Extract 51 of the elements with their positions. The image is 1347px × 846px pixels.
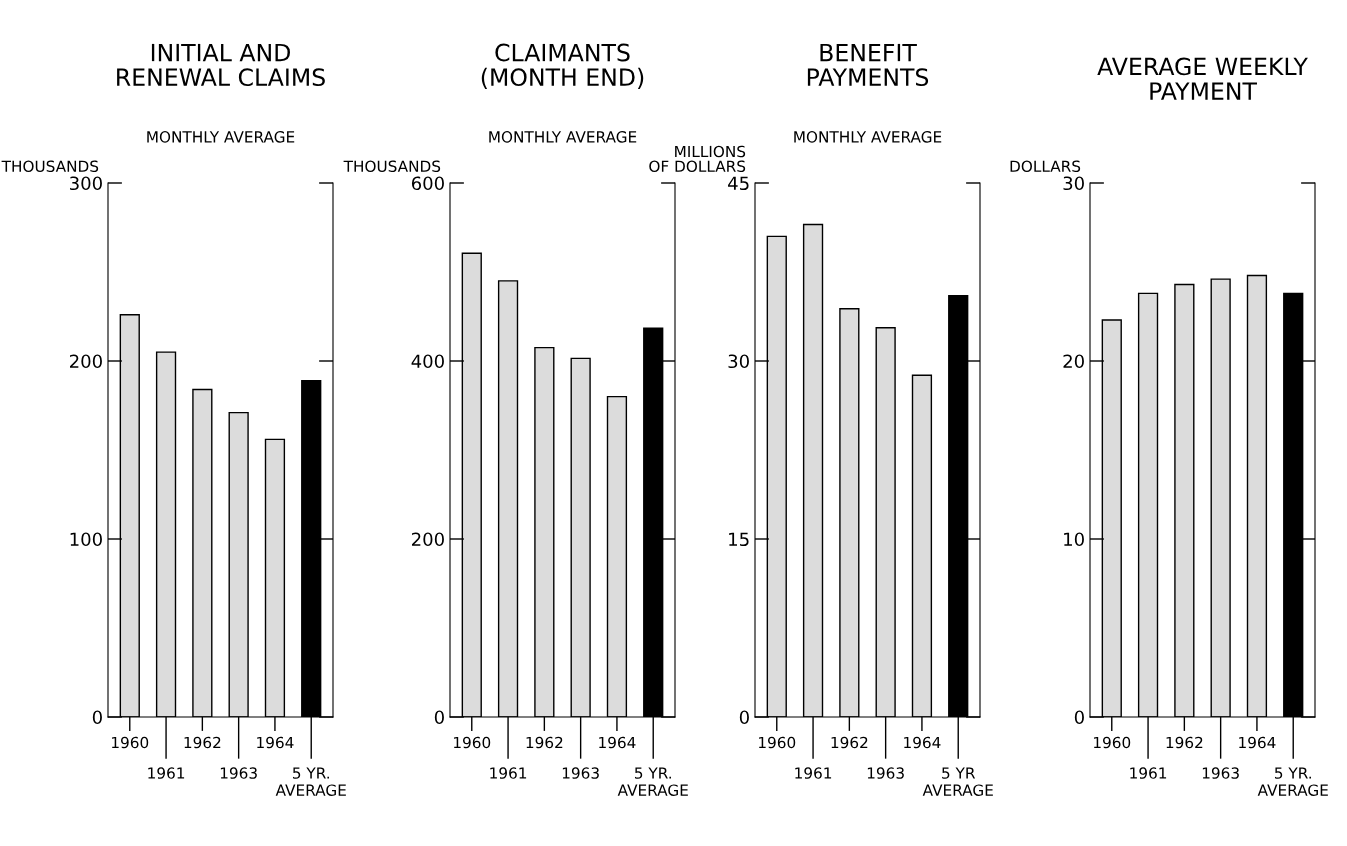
- chart-title: BENEFIT PAYMENTS: [807, 43, 929, 87]
- y-tick-label: 100: [70, 532, 102, 547]
- x-tick-label: 1964: [599, 736, 636, 749]
- y-tick-label: 0: [434, 710, 444, 725]
- x-tick-label: 1961: [490, 767, 527, 779]
- y-tick-label: 45: [728, 176, 749, 191]
- x-tick-label: 1964: [257, 736, 294, 749]
- y-tick-label: 400: [411, 354, 444, 369]
- y-axis-title: THOUSANDS: [343, 160, 441, 173]
- x-tick-label: 1964: [1239, 736, 1276, 749]
- y-tick-label: 0: [1074, 710, 1084, 725]
- x-tick-label: 5 YR. AVERAGE: [275, 767, 346, 796]
- y-tick-label: 200: [412, 532, 444, 547]
- x-tick-label: 1960: [759, 736, 796, 749]
- chart-subtitle: MONTHLY AVERAGE: [489, 131, 637, 143]
- y-tick-label: 10: [1064, 532, 1084, 547]
- y-axis-title: MILLIONS OF DOLLARS: [649, 145, 746, 173]
- x-tick-label: 1962: [184, 736, 221, 749]
- y-tick-label: 15: [729, 532, 749, 547]
- y-tick-label: 30: [728, 354, 749, 369]
- chart-subtitle: MONTHLY AVERAGE: [147, 131, 295, 143]
- x-tick-label: 1964: [904, 736, 941, 749]
- x-tick-label: 1962: [1166, 736, 1203, 749]
- x-tick-label: 5 YR. AVERAGE: [617, 767, 688, 796]
- chart-title: INITIAL AND RENEWAL CLAIMS: [117, 43, 325, 87]
- y-tick-label: 300: [70, 176, 102, 191]
- y-tick-label: 30: [1063, 176, 1084, 191]
- chart-title: AVERAGE WEEKLY PAYMENT: [1097, 57, 1308, 100]
- x-tick-label: 1963: [867, 767, 904, 779]
- y-tick-label: 0: [92, 710, 102, 725]
- y-tick-label: 0: [739, 710, 749, 725]
- chart-subtitle: MONTHLY AVERAGE: [794, 131, 942, 143]
- x-tick-label: 5 YR. AVERAGE: [1257, 767, 1328, 796]
- x-tick-label: 1960: [454, 736, 491, 749]
- y-axis-title: THOUSANDS: [1, 160, 99, 173]
- x-tick-label: 1962: [831, 736, 868, 749]
- x-tick-label: 1962: [526, 736, 563, 749]
- x-tick-label: 1963: [562, 767, 599, 779]
- x-tick-label: 1963: [1202, 767, 1239, 779]
- x-tick-label: 1963: [220, 767, 257, 779]
- chart-title: CLAIMANTS (MONTH END): [481, 43, 644, 89]
- x-tick-label: 1961: [1130, 767, 1167, 779]
- y-axis-title: DOLLARS: [1010, 160, 1081, 173]
- y-tick-label: 200: [70, 354, 102, 369]
- x-tick-label: 1961: [795, 767, 832, 779]
- x-tick-label: 1960: [112, 736, 149, 749]
- x-tick-label: 5 YR AVERAGE: [922, 767, 993, 796]
- y-tick-label: 20: [1063, 354, 1084, 369]
- x-tick-label: 1960: [1094, 736, 1131, 749]
- y-tick-label: 600: [411, 176, 444, 191]
- x-tick-label: 1961: [148, 767, 185, 779]
